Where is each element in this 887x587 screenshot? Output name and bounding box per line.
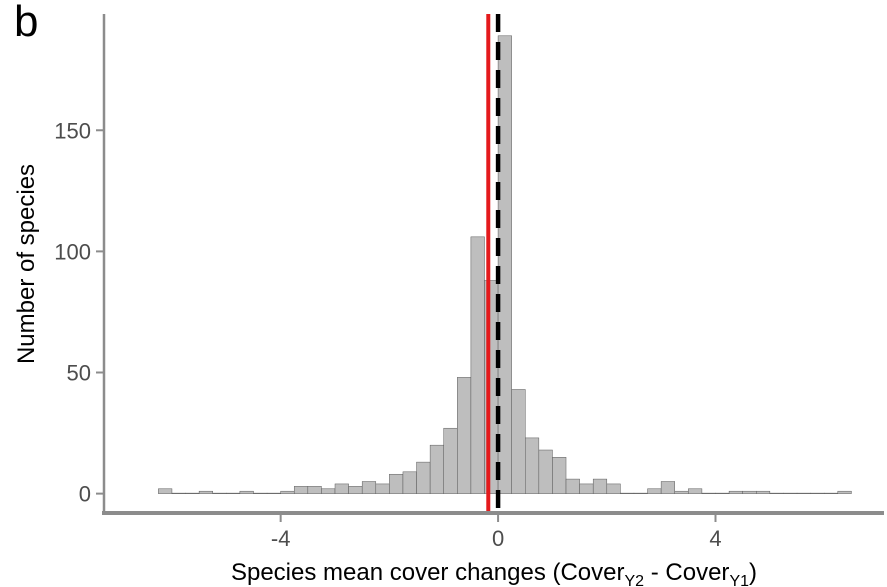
- histogram-bar: [674, 490, 689, 494]
- histogram-bar: [756, 490, 771, 494]
- histogram-bar: [171, 492, 186, 494]
- histogram-bar: [375, 483, 390, 494]
- histogram-bar: [701, 492, 716, 494]
- histogram-bar: [525, 437, 540, 494]
- histogram-bar: [606, 483, 621, 494]
- panel-label: b: [14, 0, 38, 46]
- histogram-bar: [389, 473, 404, 494]
- histogram-bar: [402, 471, 417, 494]
- histogram-bar: [728, 490, 743, 494]
- histogram-bar: [688, 488, 703, 494]
- histogram-bar: [579, 483, 594, 494]
- y-axis-title: Number of species: [13, 164, 40, 364]
- histogram-bar: [592, 478, 608, 494]
- histogram-bar: [552, 457, 567, 494]
- histogram-bar: [715, 492, 730, 494]
- histogram-bar: [497, 35, 512, 494]
- x-tick-label: 0: [492, 526, 504, 551]
- histogram-bar: [348, 486, 363, 494]
- y-tick-label: 150: [54, 118, 91, 143]
- histogram-bar: [239, 490, 254, 494]
- x-tick-label: 4: [709, 526, 721, 551]
- histogram-bar: [198, 490, 213, 494]
- x-axis-ticks: -4 0 4: [271, 513, 722, 551]
- histogram-bar: [769, 492, 784, 494]
- histogram-bar: [783, 492, 798, 494]
- x-axis-title-end: ): [749, 559, 757, 586]
- y-tick-label: 0: [79, 482, 91, 507]
- histogram-bar: [253, 492, 268, 494]
- histogram-bar: [837, 490, 852, 494]
- histogram-bar: [457, 377, 472, 494]
- histogram-bar: [416, 461, 431, 494]
- histogram-bar: [633, 492, 648, 494]
- histogram-bar: [810, 492, 825, 494]
- histogram-bar: [647, 488, 662, 494]
- histogram-bar: [226, 492, 241, 494]
- histogram-bar: [307, 486, 322, 494]
- histogram-bar: [742, 490, 757, 494]
- histogram-bar: [212, 492, 227, 494]
- y-axis-ticks: 0 50 100 150: [54, 118, 104, 507]
- histogram-bar: [565, 478, 580, 494]
- x-tick-label: -4: [271, 526, 291, 551]
- reference-lines: [486, 14, 501, 513]
- histogram-bar: [266, 492, 281, 494]
- y-tick-label: 50: [67, 361, 91, 386]
- x-axis-title-sub1: Y2: [625, 573, 645, 587]
- histogram-bar: [185, 492, 200, 494]
- histogram-bar: [321, 488, 336, 494]
- histogram-bar: [470, 236, 485, 494]
- x-axis-title-sub2: Y1: [729, 573, 749, 587]
- x-axis-title-main: Species mean cover changes (Cover: [231, 559, 625, 586]
- histogram-bar: [511, 389, 526, 494]
- histogram-bar: [660, 481, 675, 494]
- histogram-bar: [280, 490, 295, 494]
- histogram-bars: [158, 35, 852, 494]
- x-axis-title: Species mean cover changes (CoverY2 - Co…: [231, 559, 757, 587]
- histogram-bar: [334, 483, 349, 494]
- x-axis-title-mid: - Cover: [644, 559, 729, 586]
- y-tick-label: 100: [54, 239, 91, 264]
- histogram-bar: [429, 444, 444, 494]
- histogram-bar: [823, 492, 839, 494]
- histogram-bar: [158, 488, 173, 494]
- histogram-bar: [538, 449, 553, 494]
- histogram-bar: [620, 492, 635, 494]
- histogram-bar: [361, 481, 377, 494]
- histogram-bar: [443, 427, 458, 494]
- histogram-bar: [293, 486, 309, 494]
- histogram-bar: [796, 492, 811, 494]
